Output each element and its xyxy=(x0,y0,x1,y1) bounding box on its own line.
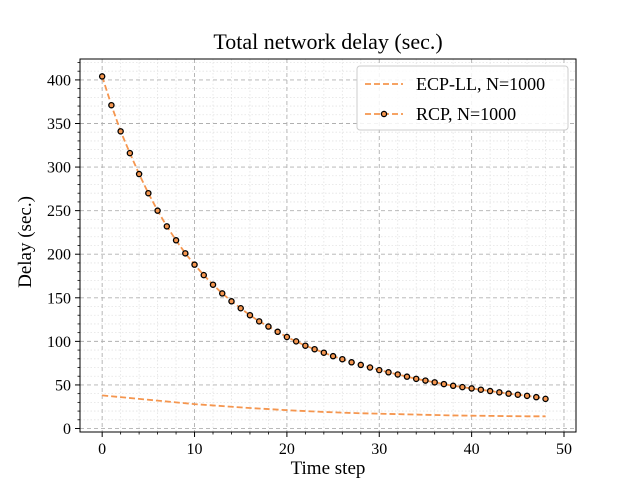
x-tick-label: 10 xyxy=(187,441,203,458)
series-point-2 xyxy=(200,271,208,279)
series-layer xyxy=(98,73,549,418)
y-tick-label: 200 xyxy=(47,247,71,264)
series-point-2 xyxy=(542,395,549,403)
series-point-2 xyxy=(403,373,411,380)
series-point-2 xyxy=(523,392,531,400)
series-point-2 xyxy=(209,281,217,288)
legend: ECP-LL, N=1000 RCP, N=1000 xyxy=(356,65,569,131)
series-point-2 xyxy=(172,237,180,244)
series-point-2 xyxy=(311,345,318,353)
series-point-2 xyxy=(496,389,503,396)
series-point-2 xyxy=(283,333,291,341)
series-point-2 xyxy=(145,189,152,197)
series-point-2 xyxy=(274,328,281,336)
series-point-2 xyxy=(329,352,337,360)
series-point-2 xyxy=(302,342,309,349)
series-point-2 xyxy=(117,128,124,135)
series-point-2 xyxy=(228,298,235,305)
legend-label-1: ECP-LL, N=1000 xyxy=(416,74,545,94)
series-point-2 xyxy=(265,323,272,330)
series-point-2 xyxy=(449,382,457,390)
y-tick-label: 0 xyxy=(63,421,71,438)
series-point-2 xyxy=(348,359,355,366)
series-point-2 xyxy=(98,73,106,80)
series-point-2 xyxy=(505,390,512,397)
series-point-2 xyxy=(486,387,494,395)
x-tick-label: 20 xyxy=(279,441,295,458)
series-point-2 xyxy=(422,377,429,384)
series-point-2 xyxy=(431,379,438,386)
series-point-2 xyxy=(126,149,134,157)
x-tick-label: 50 xyxy=(556,441,572,458)
x-axis-label: Time step xyxy=(291,458,366,479)
series-point-2 xyxy=(135,170,143,178)
series-point-2 xyxy=(339,355,346,363)
series-point-2 xyxy=(218,290,226,297)
series-point-2 xyxy=(376,366,383,374)
series-point-2 xyxy=(320,349,328,356)
series-point-2 xyxy=(394,371,401,378)
series-point-2 xyxy=(357,361,365,369)
series-line-1 xyxy=(102,394,546,418)
series-point-2 xyxy=(292,338,300,345)
y-tick-label: 150 xyxy=(47,290,71,307)
series-point-2 xyxy=(108,101,115,109)
legend-label-2: RCP, N=1000 xyxy=(416,104,516,124)
x-tick-label: 30 xyxy=(371,441,387,458)
x-tick-label: 0 xyxy=(98,441,106,458)
legend-box xyxy=(356,65,569,131)
y-tick-label: 300 xyxy=(47,160,71,177)
series-point-2 xyxy=(412,375,420,383)
series-point-2 xyxy=(533,393,540,401)
series-point-2 xyxy=(459,383,466,391)
series-point-2 xyxy=(255,318,263,325)
series-point-2 xyxy=(182,250,189,257)
y-tick-label: 400 xyxy=(47,72,71,89)
series-point-2 xyxy=(468,385,475,392)
series-point-2 xyxy=(154,207,161,214)
y-tick-label: 350 xyxy=(47,116,71,133)
series-point-2 xyxy=(237,304,244,312)
y-tick-label: 250 xyxy=(47,203,71,220)
series-point-2 xyxy=(440,380,448,388)
x-tick-label: 40 xyxy=(464,441,480,458)
y-axis-label: Delay (sec.) xyxy=(15,196,36,288)
legend-marker-2 xyxy=(380,110,388,118)
series-point-2 xyxy=(246,311,254,319)
y-tick-label: 100 xyxy=(47,334,71,351)
series-point-2 xyxy=(191,261,198,268)
series-point-2 xyxy=(385,369,392,376)
series-point-2 xyxy=(366,364,374,371)
series-point-2 xyxy=(477,386,485,393)
major-grid xyxy=(80,59,576,432)
series-point-2 xyxy=(514,391,522,398)
series-point-2 xyxy=(163,223,171,230)
axis-ticks: 0 10 20 30 40 50 0 50 100 150 200 250 300 350 400 xyxy=(47,62,572,458)
y-tick-label: 50 xyxy=(55,377,71,394)
chart-title: Total network delay (sec.) xyxy=(213,29,442,54)
